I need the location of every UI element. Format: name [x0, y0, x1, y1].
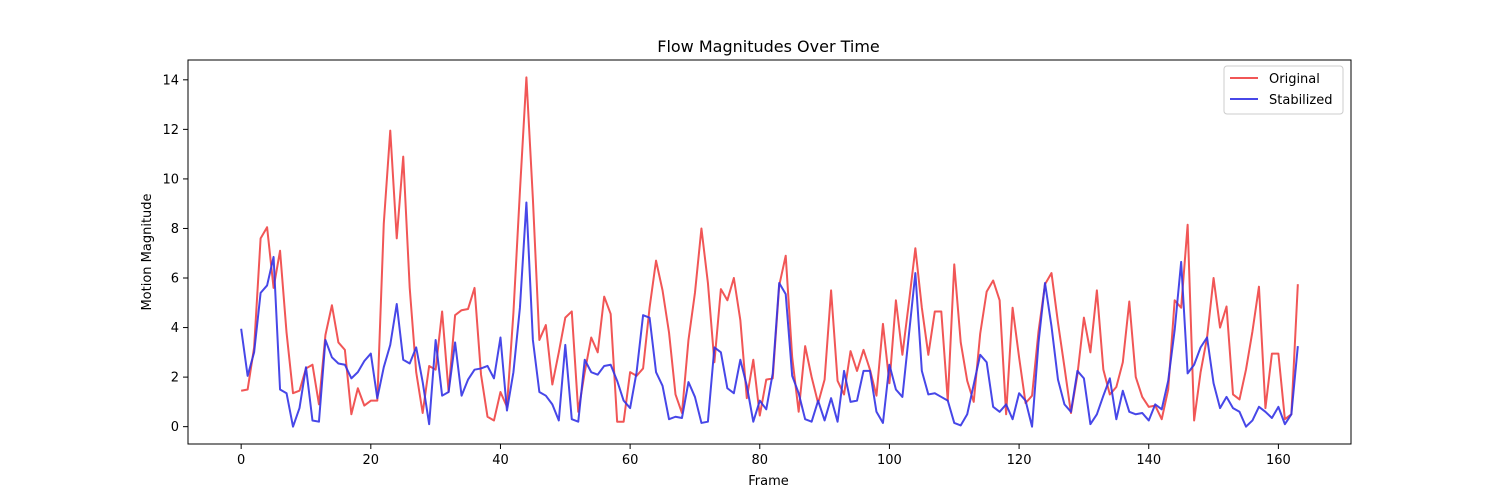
y-tick-label: 8 — [171, 222, 179, 237]
y-tick-label: 12 — [162, 123, 179, 138]
x-tick-label: 160 — [1266, 453, 1291, 468]
x-axis: 0 20 40 60 80 100 120 140 160 — [237, 444, 1291, 468]
legend: Original Stabilized — [1223, 65, 1344, 115]
y-tick-label: 6 — [171, 272, 179, 287]
y-tick-label: 4 — [171, 321, 179, 336]
x-tick-label: 40 — [492, 453, 509, 468]
plot-area-frame — [187, 59, 1352, 445]
legend-label-stabilized: Stabilized — [1269, 93, 1332, 108]
x-tick-label: 20 — [363, 453, 380, 468]
x-tick-label: 100 — [877, 453, 902, 468]
series-layer — [240, 76, 1299, 428]
x-tick-label: 80 — [752, 453, 769, 468]
y-tick-label: 10 — [162, 172, 179, 187]
y-axis-label: Motion Magnitude — [140, 193, 155, 310]
x-tick-label: 120 — [1007, 453, 1032, 468]
chart-title: Flow Magnitudes Over Time — [657, 37, 880, 56]
y-axis: 0 2 4 6 8 10 12 14 — [162, 73, 188, 435]
legend-label-original: Original — [1269, 72, 1320, 87]
x-tick-label: 60 — [622, 453, 639, 468]
x-tick-label: 140 — [1136, 453, 1161, 468]
y-tick-label: 0 — [171, 420, 179, 435]
series-line-stabilized — [240, 201, 1299, 428]
series-line-original — [240, 76, 1299, 423]
y-tick-label: 14 — [162, 73, 179, 88]
y-tick-label: 2 — [171, 371, 179, 386]
x-tick-label: 0 — [237, 453, 245, 468]
x-axis-label: Frame — [748, 474, 789, 489]
